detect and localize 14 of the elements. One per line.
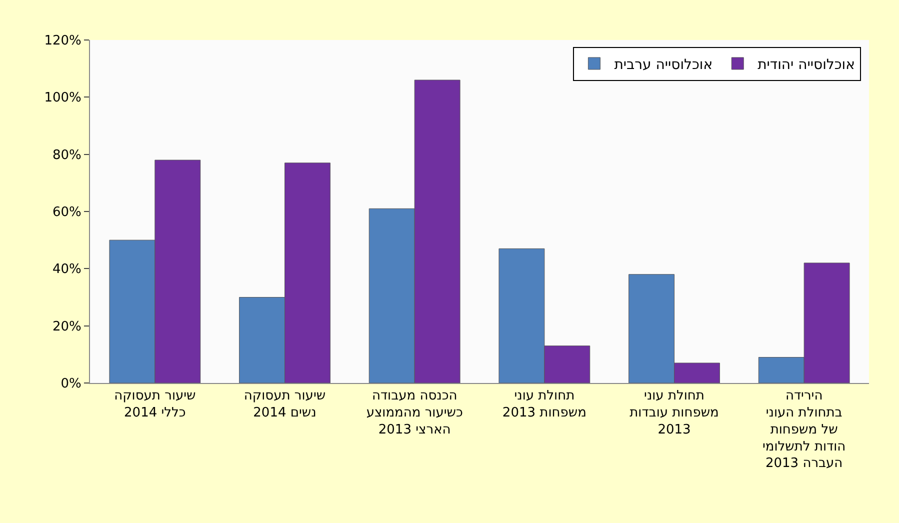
y-tick-label: 40% — [52, 262, 82, 278]
x-tick-label: הכנסה מעבודה כשיעור מהממוצע הארצי 2013 — [366, 388, 463, 438]
y-tick-label: 80% — [52, 148, 82, 163]
y-tick-label: 60% — [52, 205, 82, 220]
y-tick-label: 20% — [52, 319, 82, 334]
y-tick-label: 120% — [44, 34, 82, 49]
legend-label: אוכלוסייה ערבית — [614, 56, 713, 73]
x-tick-label: שיעור תעסוקה כללי 2014 — [114, 388, 196, 420]
x-tick-label: הירידה בתחולת העוני של משפחות הודות לתשלומי העברה 2013 — [762, 388, 846, 472]
y-tick-label: 0% — [60, 376, 82, 392]
x-tick-label: שיעור תעסוקה נשים 2014 — [244, 388, 326, 420]
x-tick-label: תחולת עוני משפחות 2013 — [502, 388, 586, 420]
legend-label: אוכלוסייה יהודית — [758, 56, 855, 73]
y-tick-label: 100% — [44, 90, 82, 106]
